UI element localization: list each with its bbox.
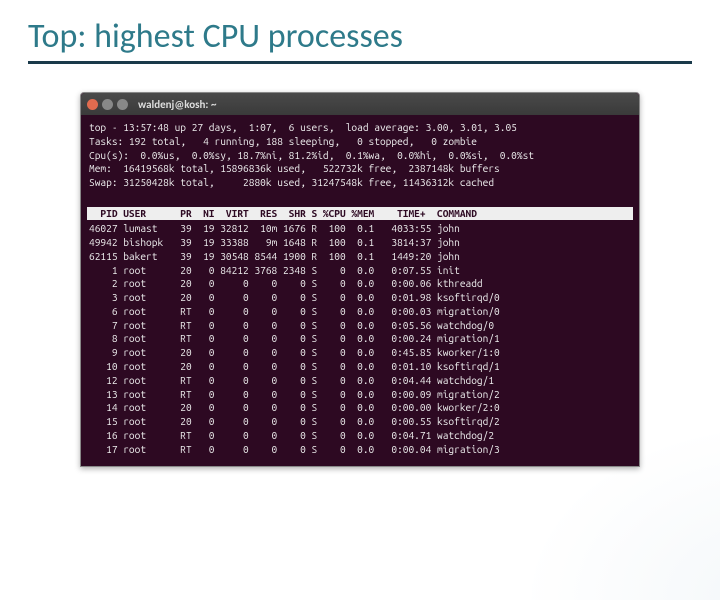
table-row: 10 root 20 0 0 0 0 S 0 0.0 0:01.10 ksoft… [89, 360, 631, 374]
table-row: 49942 bishopk 39 19 33388 9m 1648 R 100 … [89, 236, 631, 250]
table-row: 3 root 20 0 0 0 0 S 0 0.0 0:01.98 ksofti… [89, 291, 631, 305]
table-row: 14 root 20 0 0 0 0 S 0 0.0 0:00.00 kwork… [89, 401, 631, 415]
terminal-window: waldenj@kosh: ~ top - 13:57:48 up 27 day… [80, 92, 640, 467]
process-list: 46027 lumast 39 19 32812 10m 1676 R 100 … [89, 222, 631, 456]
table-row: 16 root RT 0 0 0 0 S 0 0.0 0:04.71 watch… [89, 429, 631, 443]
maximize-icon[interactable] [117, 99, 128, 110]
minimize-icon[interactable] [102, 99, 113, 110]
terminal-titlebar: waldenj@kosh: ~ [81, 93, 639, 115]
table-row: 7 root RT 0 0 0 0 S 0 0.0 0:05.56 watchd… [89, 319, 631, 333]
top-column-header: PID USER PR NI VIRT RES SHR S %CPU %MEM … [87, 207, 633, 221]
table-row: 12 root RT 0 0 0 0 S 0 0.0 0:04.44 watch… [89, 374, 631, 388]
slide: Top: highest CPU processes waldenj@kosh:… [0, 0, 720, 540]
table-row: 15 root 20 0 0 0 0 S 0 0.0 0:00.55 ksoft… [89, 415, 631, 429]
terminal-body[interactable]: top - 13:57:48 up 27 days, 1:07, 6 users… [81, 115, 639, 466]
table-row: 46027 lumast 39 19 32812 10m 1676 R 100 … [89, 222, 631, 236]
table-row: 17 root RT 0 0 0 0 S 0 0.0 0:00.04 migra… [89, 443, 631, 457]
table-row: 8 root RT 0 0 0 0 S 0 0.0 0:00.24 migrat… [89, 332, 631, 346]
table-row: 62115 bakert 39 19 30548 8544 1900 R 100… [89, 250, 631, 264]
table-row: 13 root RT 0 0 0 0 S 0 0.0 0:00.09 migra… [89, 388, 631, 402]
table-row: 6 root RT 0 0 0 0 S 0 0.0 0:00.03 migrat… [89, 305, 631, 319]
table-row: 1 root 20 0 84212 3768 2348 S 0 0.0 0:07… [89, 264, 631, 278]
top-summary: top - 13:57:48 up 27 days, 1:07, 6 users… [89, 121, 534, 188]
table-row: 9 root 20 0 0 0 0 S 0 0.0 0:45.85 kworke… [89, 346, 631, 360]
table-row: 2 root 20 0 0 0 0 S 0 0.0 0:00.06 kthrea… [89, 277, 631, 291]
terminal-title: waldenj@kosh: ~ [138, 98, 216, 111]
close-icon[interactable] [87, 99, 98, 110]
slide-title: Top: highest CPU processes [28, 16, 692, 64]
